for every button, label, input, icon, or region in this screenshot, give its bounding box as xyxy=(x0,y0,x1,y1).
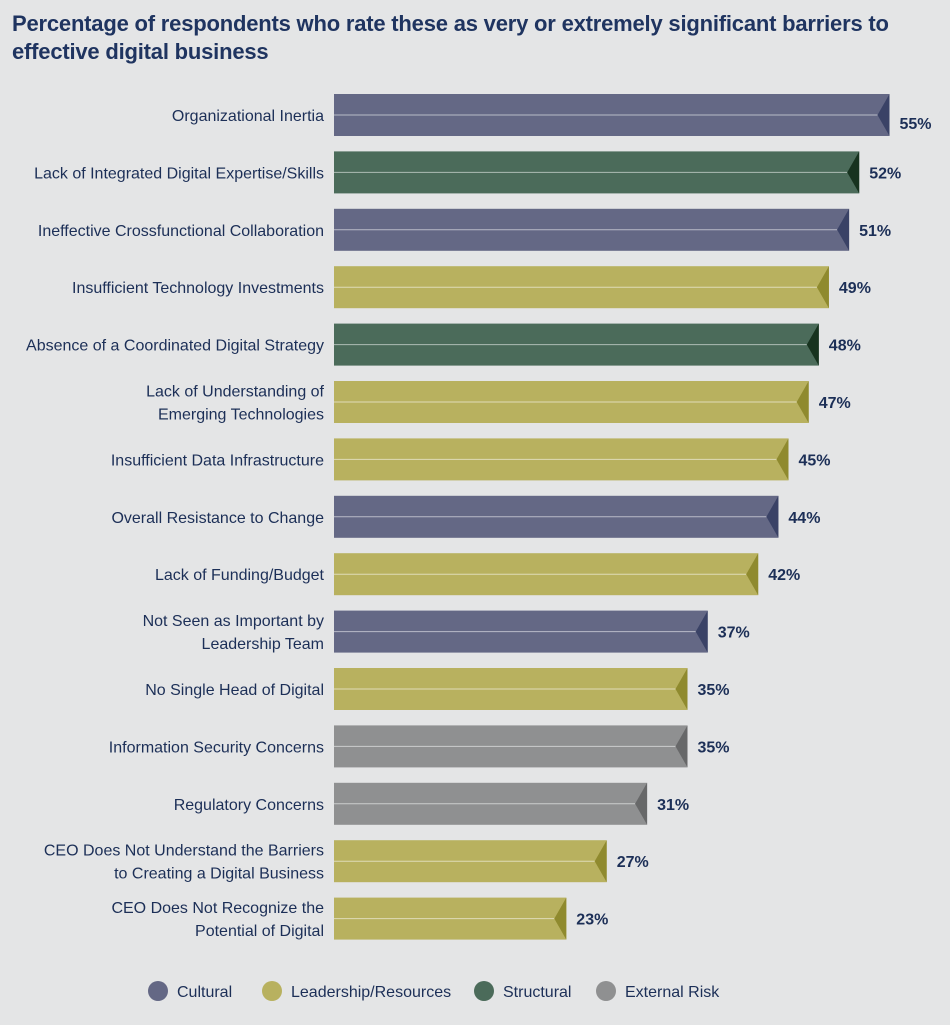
bar-tip xyxy=(816,266,829,309)
bar-tip xyxy=(594,840,607,883)
value-label: 51% xyxy=(859,223,891,240)
bar-tip xyxy=(675,668,688,710)
category-label: Organizational Inertia xyxy=(172,108,324,125)
bar-group: Overall Resistance to Change 44% xyxy=(111,495,820,538)
value-label: 27% xyxy=(617,854,649,871)
bar-tip xyxy=(847,151,860,194)
category-label: Insufficient Data Infrastructure xyxy=(111,452,324,469)
bar-group: No Single Head of Digital 35% xyxy=(145,668,730,710)
value-label: 23% xyxy=(576,912,608,929)
bar-tip xyxy=(877,94,890,136)
legend-label: External Risk xyxy=(625,984,720,1001)
bar-group: Not Seen as Important by Leadership Team 3… xyxy=(143,610,750,653)
legend-item: Leadership/Resources xyxy=(262,981,451,1001)
bar-tip xyxy=(766,495,779,538)
category-label: Not Seen as Important by xyxy=(143,613,324,630)
legend-swatch xyxy=(148,981,168,1001)
category-label: Lack of Understanding of xyxy=(146,384,324,401)
category-label: Lack of Integrated Digital Expertise/Ski… xyxy=(34,165,324,182)
bar-tip xyxy=(675,725,688,768)
category-label: CEO Does Not Recognize the xyxy=(111,900,324,917)
category-label: Information Security Concerns xyxy=(109,739,324,756)
bar-group: Information Security Concerns 35% xyxy=(109,725,730,768)
value-label: 47% xyxy=(819,395,851,412)
legend-item: External Risk xyxy=(596,981,720,1001)
value-label: 35% xyxy=(698,739,730,756)
value-label: 49% xyxy=(839,280,871,297)
bar-tip xyxy=(796,381,809,423)
value-label: 37% xyxy=(718,625,750,642)
bar-group: Absence of a Coordinated Digital Strateg… xyxy=(26,323,861,366)
value-label: 35% xyxy=(698,682,730,699)
category-label: Regulatory Concerns xyxy=(174,797,324,814)
bar-group: CEO Does Not Recognize the Potential of D… xyxy=(111,897,608,940)
value-label: 42% xyxy=(768,567,800,584)
category-label: Lack of Funding/Budget xyxy=(155,567,325,584)
legend-label: Leadership/Resources xyxy=(291,984,451,1001)
category-label: Ineffective Crossfunctional Collaboratio… xyxy=(38,223,324,240)
bar-tip xyxy=(554,897,567,940)
category-label: Insufficient Technology Investments xyxy=(72,280,324,297)
bar-tip xyxy=(837,208,850,251)
bar-group: Insufficient Data Infrastructure 45% xyxy=(111,438,831,481)
value-label: 31% xyxy=(657,797,689,814)
bar-group: Regulatory Concerns 31% xyxy=(174,782,689,825)
bar-group: Insufficient Technology Investments 49% xyxy=(72,266,871,309)
chart-title: Percentage of respondents who rate these… xyxy=(12,11,889,64)
bar-tip xyxy=(746,553,759,596)
bar-group: Lack of Understanding of Emerging Technol… xyxy=(146,381,851,424)
legend-label: Structural xyxy=(503,984,571,1001)
legend-swatch xyxy=(474,981,494,1001)
legend-swatch xyxy=(262,981,282,1001)
bar-group: CEO Does Not Understand the Barriers to C… xyxy=(44,840,649,883)
legend-label: Cultural xyxy=(177,984,232,1001)
legend-item: Cultural xyxy=(148,981,232,1001)
category-label: Overall Resistance to Change xyxy=(111,510,324,527)
category-label: Absence of a Coordinated Digital Strateg… xyxy=(26,338,324,355)
value-label: 55% xyxy=(900,116,932,133)
bar-tip xyxy=(806,323,819,366)
legend-swatch xyxy=(596,981,616,1001)
bar-tip xyxy=(776,438,789,481)
category-label: Leadership Team xyxy=(202,636,324,653)
category-label: Emerging Technologies xyxy=(158,407,324,424)
value-label: 48% xyxy=(829,338,861,355)
bar-group: Lack of Integrated Digital Expertise/Ski… xyxy=(34,151,901,194)
legend-item: Structural xyxy=(474,981,571,1001)
category-label: CEO Does Not Understand the Barriers xyxy=(44,843,324,860)
bar-tip xyxy=(695,610,708,653)
category-label: Potential of Digital xyxy=(195,923,324,940)
value-label: 44% xyxy=(788,510,820,527)
value-label: 45% xyxy=(799,452,831,469)
category-label: to Creating a Digital Business xyxy=(114,866,324,883)
bar-group: Organizational Inertia 55% xyxy=(172,94,932,136)
value-label: 52% xyxy=(869,165,901,182)
bar-group: Lack of Funding/Budget 42% xyxy=(155,553,800,596)
bar-group: Ineffective Crossfunctional Collaboratio… xyxy=(38,208,891,251)
category-label: No Single Head of Digital xyxy=(145,682,324,699)
bar-tip xyxy=(635,782,648,825)
